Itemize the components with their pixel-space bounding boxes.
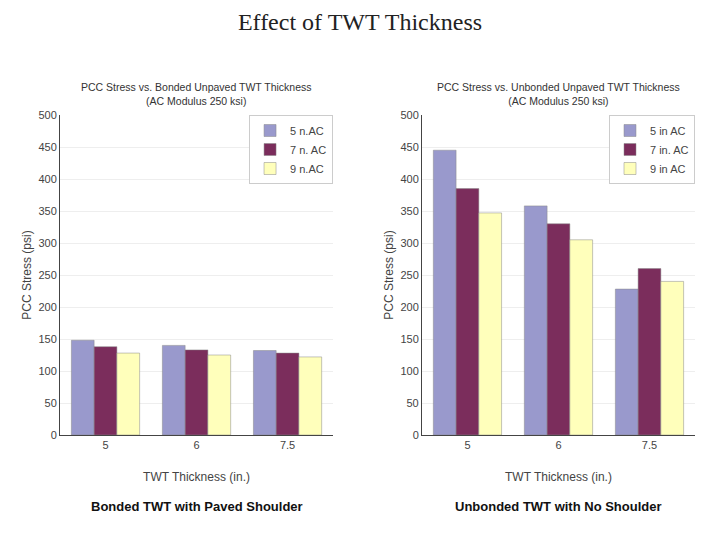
svg-text:TWT Thickness (in.): TWT Thickness (in.): [505, 470, 612, 484]
svg-text:500: 500: [38, 109, 56, 121]
svg-text:7 in. AC: 7 in. AC: [650, 144, 689, 156]
svg-text:Bonded TWT with Paved Shoulder: Bonded TWT with Paved Shoulder: [91, 499, 303, 514]
svg-text:150: 150: [38, 333, 56, 345]
svg-text:PCC Stress (psi): PCC Stress (psi): [382, 230, 396, 319]
svg-text:50: 50: [45, 397, 57, 409]
svg-text:200: 200: [38, 301, 56, 313]
svg-text:6: 6: [555, 439, 561, 451]
svg-text:150: 150: [400, 333, 418, 345]
svg-text:500: 500: [400, 109, 418, 121]
svg-text:7.5: 7.5: [280, 439, 295, 451]
svg-text:100: 100: [38, 365, 56, 377]
svg-text:0: 0: [51, 429, 57, 441]
svg-text:7 n. AC: 7 n. AC: [290, 144, 326, 156]
svg-text:PCC Stress vs. Bonded Unpaved: PCC Stress vs. Bonded Unpaved TWT Thickn…: [81, 81, 312, 107]
svg-text:0: 0: [413, 429, 419, 441]
svg-text:300: 300: [400, 237, 418, 249]
svg-text:9 n.AC: 9 n.AC: [290, 163, 324, 175]
svg-text:450: 450: [38, 141, 56, 153]
svg-text:6: 6: [193, 439, 199, 451]
svg-text:7.5: 7.5: [642, 439, 657, 451]
svg-text:5: 5: [102, 439, 108, 451]
svg-text:PCC Stress (psi): PCC Stress (psi): [20, 230, 34, 319]
svg-text:400: 400: [400, 173, 418, 185]
svg-text:9 in AC: 9 in AC: [650, 163, 686, 175]
svg-text:350: 350: [400, 205, 418, 217]
svg-text:300: 300: [38, 237, 56, 249]
svg-text:250: 250: [400, 269, 418, 281]
svg-text:5 in AC: 5 in AC: [650, 125, 686, 137]
svg-text:250: 250: [38, 269, 56, 281]
svg-text:TWT Thickness (in.): TWT Thickness (in.): [143, 470, 250, 484]
svg-text:50: 50: [407, 397, 419, 409]
svg-text:200: 200: [400, 301, 418, 313]
svg-text:100: 100: [400, 365, 418, 377]
svg-text:PCC Stress vs. Unbonded Unpave: PCC Stress vs. Unbonded Unpaved TWT Thic…: [437, 81, 680, 107]
svg-text:5: 5: [464, 439, 470, 451]
svg-text:450: 450: [400, 141, 418, 153]
svg-text:Effect of TWT Thickness: Effect of TWT Thickness: [238, 9, 482, 35]
svg-text:5 n.AC: 5 n.AC: [290, 125, 324, 137]
svg-text:Unbonded TWT with No Shoulder: Unbonded TWT with No Shoulder: [455, 499, 662, 514]
svg-text:400: 400: [38, 173, 56, 185]
svg-text:350: 350: [38, 205, 56, 217]
